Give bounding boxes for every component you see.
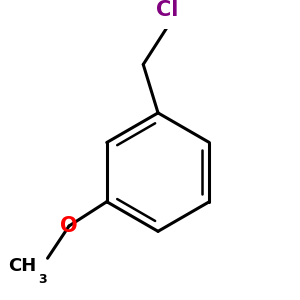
Text: 3: 3: [38, 273, 47, 286]
Text: CH: CH: [8, 257, 37, 275]
Text: O: O: [60, 216, 78, 236]
Text: Cl: Cl: [156, 0, 178, 20]
